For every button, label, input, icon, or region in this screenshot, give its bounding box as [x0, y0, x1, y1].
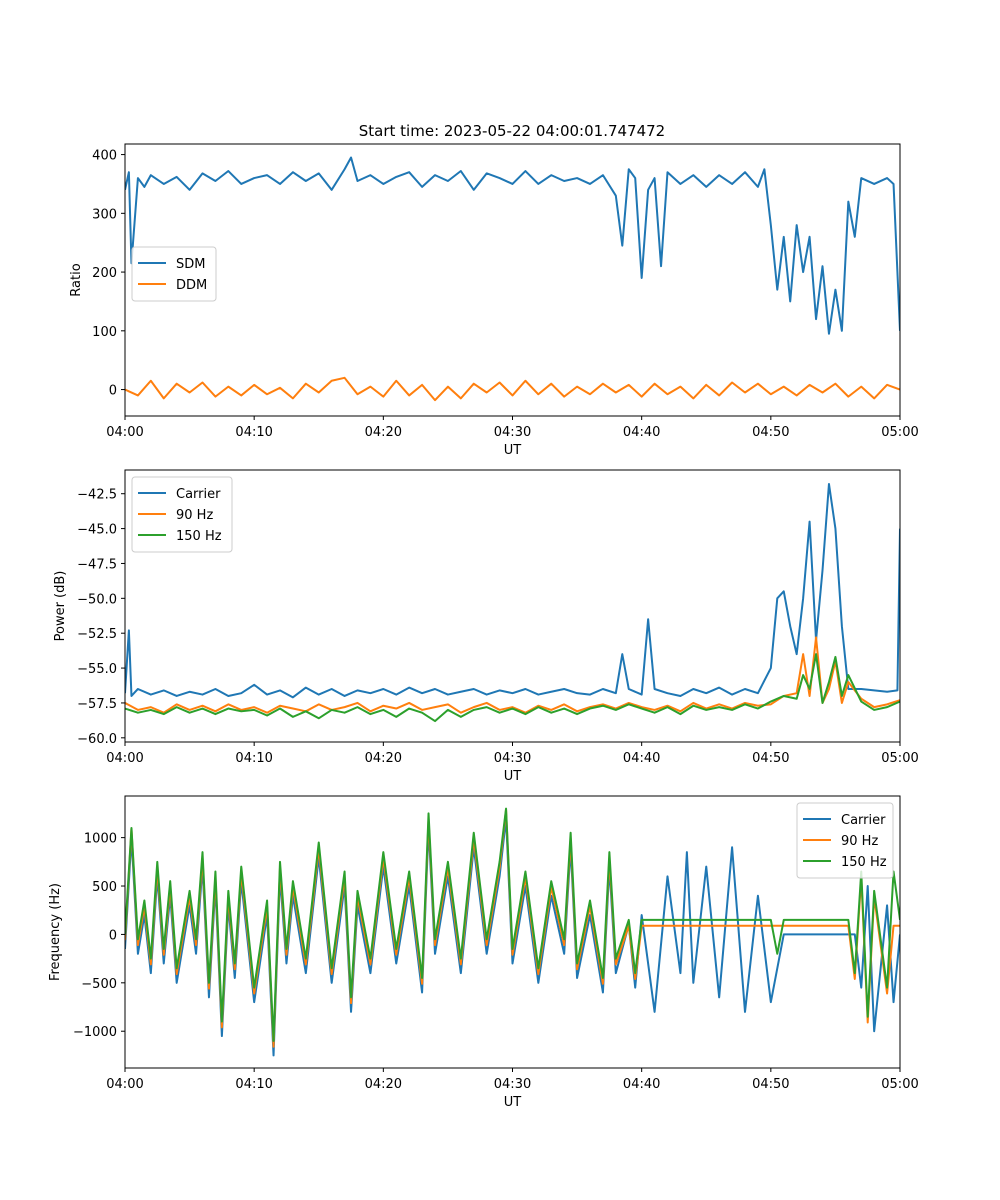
- x-tick-label: 05:00: [881, 1077, 918, 1092]
- x-tick-label: 04:20: [365, 751, 402, 766]
- x-tick-label: 05:00: [881, 425, 918, 440]
- y-tick-label: −500: [81, 977, 117, 992]
- series-line-90-hz: [125, 636, 900, 714]
- legend-label: DDM: [176, 278, 207, 293]
- legend-label: SDM: [176, 257, 205, 272]
- y-tick-label: 1000: [84, 832, 117, 847]
- y-tick-label: 0: [109, 928, 117, 943]
- legend: SDM DDM: [131, 246, 217, 302]
- y-axis-label: Frequency (Hz): [48, 883, 63, 981]
- x-tick-label: 04:10: [235, 1077, 272, 1092]
- series-line-ddm: [125, 376, 900, 402]
- y-tick-label: −1000: [73, 1025, 117, 1040]
- legend: Carrier 90 Hz 150 Hz: [796, 802, 894, 879]
- legend-label: Carrier: [176, 487, 221, 502]
- legend-label: 150 Hz: [841, 855, 887, 870]
- y-tick-label: −47.5: [77, 557, 117, 572]
- x-tick-label: 05:00: [881, 751, 918, 766]
- x-tick-label: 04:20: [365, 1077, 402, 1092]
- x-tick-label: 04:10: [235, 751, 272, 766]
- y-tick-label: 400: [92, 149, 117, 164]
- x-tick-label: 04:30: [494, 425, 531, 440]
- x-tick-label: 04:00: [106, 425, 143, 440]
- y-tick-label: −52.5: [77, 627, 117, 642]
- x-tick-label: 04:20: [365, 425, 402, 440]
- x-tick-label: 04:50: [752, 751, 789, 766]
- y-tick-label: −57.5: [77, 697, 117, 712]
- series-line-carrier: [125, 482, 900, 699]
- panel-1: 04:00 04:10 04:20 04:30 04:40 04:50 05:00 0 100 2…: [69, 143, 919, 458]
- y-tick-label: −50.0: [77, 592, 117, 607]
- legend-box: [131, 476, 233, 553]
- x-tick-label: 04:40: [623, 751, 660, 766]
- legend-label: 90 Hz: [841, 834, 878, 849]
- y-tick-label: −42.5: [77, 488, 117, 503]
- y-axis-label: Ratio: [69, 263, 84, 296]
- x-tick-label: 04:40: [623, 1077, 660, 1092]
- legend-label: Carrier: [841, 813, 886, 828]
- y-tick-label: −60.0: [77, 732, 117, 747]
- panel-3: 04:00 04:10 04:20 04:30 04:40 04:50 05:00 −1000…: [48, 795, 919, 1110]
- y-tick-label: 0: [109, 384, 117, 399]
- x-tick-label: 04:30: [494, 751, 531, 766]
- series-line-150-hz: [125, 807, 900, 1042]
- x-tick-label: 04:50: [752, 425, 789, 440]
- legend-label: 150 Hz: [176, 529, 222, 544]
- x-tick-label: 04:00: [106, 1077, 143, 1092]
- legend-label: 90 Hz: [176, 508, 213, 523]
- y-tick-label: 300: [92, 207, 117, 222]
- x-tick-label: 04:40: [623, 425, 660, 440]
- y-tick-label: 500: [92, 880, 117, 895]
- x-tick-label: 04:30: [494, 1077, 531, 1092]
- x-axis-label: UT: [504, 769, 522, 784]
- y-tick-label: −45.0: [77, 523, 117, 538]
- x-axis-label: UT: [504, 443, 522, 458]
- x-tick-label: 04:00: [106, 751, 143, 766]
- y-tick-label: −55.0: [77, 662, 117, 677]
- series-line-sdm: [125, 156, 900, 335]
- panels: 04:00 04:10 04:20 04:30 04:40 04:50 05:00 0 100 2…: [48, 143, 919, 1110]
- legend: Carrier 90 Hz 150 Hz: [131, 476, 233, 553]
- series-line-150-hz: [125, 653, 900, 723]
- y-tick-label: 100: [92, 325, 117, 340]
- legend-box: [796, 802, 894, 879]
- panel-2: 04:00 04:10 04:20 04:30 04:40 04:50 05:00 −60.0…: [53, 469, 919, 784]
- x-axis-label: UT: [504, 1095, 522, 1110]
- y-tick-label: 200: [92, 266, 117, 281]
- y-axis-label: Power (dB): [53, 571, 68, 642]
- figure-title: Start time: 2023-05-22 04:00:01.747472: [359, 122, 665, 140]
- x-tick-label: 04:10: [235, 425, 272, 440]
- x-tick-label: 04:50: [752, 1077, 789, 1092]
- legend-box: [131, 246, 217, 302]
